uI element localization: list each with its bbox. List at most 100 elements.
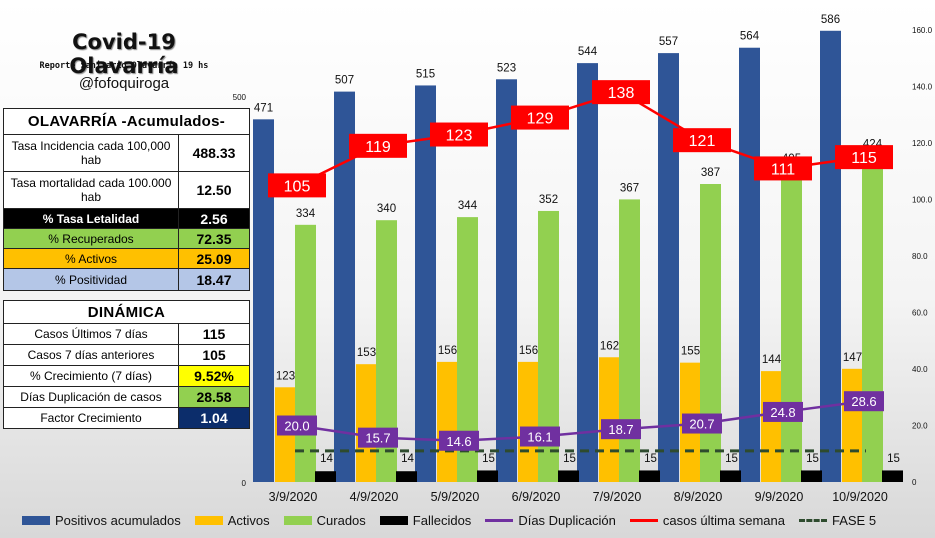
stat-label: % Positividad [3,268,179,291]
dyn-value: 1.04 [178,407,250,429]
right-axis-tick: 40.0 [912,365,928,374]
bar-value-label: 471 [254,102,273,114]
page-title: Covid-19 Olavarría [69,30,179,78]
right-axis-tick: 80.0 [912,252,928,261]
activos-bar [761,371,782,482]
positivos-bar [415,85,436,482]
legend-label: FASE 5 [831,512,877,528]
bar-value-label: 156 [519,345,538,357]
bar-value-label: 515 [416,68,435,80]
legend-swatch [379,515,408,525]
semana-label: 123 [446,128,473,145]
fallecidos-bar [801,470,822,482]
duplicacion-point [763,401,803,422]
legend-line [485,518,514,522]
stat-value: 18.47 [178,268,250,291]
stat-label: Tasa mortalidad cada 100.000 hab [3,171,179,209]
activos-bar [518,361,539,482]
stat-row-mortality: Tasa mortalidad cada 100.000 hab 12.50 [3,171,250,209]
x-tick-label: 3/9/2020 [269,490,318,504]
x-tick-label: 10/9/2020 [832,490,888,504]
stat-row-recovered: % Recuperados 72.35 [3,228,250,249]
dyn-value: 105 [178,344,250,366]
bar-value-label: 586 [821,14,840,26]
legend-label: Curados [316,512,366,528]
bar-value-label: 15 [725,453,738,465]
semana-point [754,156,812,181]
bar-value-label: 340 [377,203,396,215]
bar-value-label: 14 [401,453,414,465]
positivos-bar [658,53,679,483]
legend-label: casos última semana [662,512,785,528]
fallecidos-bar [477,470,498,482]
semana-point [349,133,407,158]
legend-label: Fallecidos [412,512,472,528]
legend-swatch [22,515,50,525]
duplicacion-label: 28.6 [851,394,876,409]
fallecidos-bar [558,470,579,482]
duplicacion-label: 15.7 [365,431,390,446]
accumulated-table: OLAVARRÍA -Acumulados- Tasa Incidencia c… [3,108,250,291]
legend-dash [798,518,827,522]
duplicacion-label: 20.7 [689,417,714,432]
x-tick-label: 4/9/2020 [350,490,399,504]
curados-bar [619,199,640,482]
bar-value-label: 507 [335,75,354,87]
semana-point [673,128,731,153]
bar-value-label: 344 [458,200,478,212]
legend-item-curados: Curados [283,512,366,528]
left-axis-tick: 500 [233,93,247,102]
fallecidos-bar [315,471,336,482]
bar-value-label: 557 [659,36,678,48]
bar-value-label: 155 [681,346,700,358]
duplicacion-label: 20.0 [284,419,309,434]
page-subtitle: Reporte Sanitario Olavarría 19 hs [39,61,209,71]
stat-row-active: % Activos 25.09 [3,248,250,269]
stat-value: 72.35 [178,228,250,249]
right-axis-tick: 120.0 [912,139,933,148]
left-axis-tick: 0 [242,479,247,488]
bar-value-label: 15 [563,453,576,465]
legend-swatch [283,515,312,525]
curados-bar [295,224,316,482]
right-axis-tick: 160.0 [912,26,933,35]
semana-point [835,145,893,170]
stat-value: 488.33 [178,134,250,172]
fallecidos-bar [639,470,660,482]
positivos-bar [739,47,760,482]
bar-value-label: 367 [620,182,639,194]
duplicacion-point [277,415,317,436]
activos-bar [356,364,377,482]
bar-value-label: 156 [438,345,457,357]
duplicacion-point [601,419,641,440]
chart-legend: Positivos acumulados Activos Curados Fal… [22,510,890,530]
stat-value: 25.09 [178,248,250,269]
semana-point [511,105,569,130]
curados-bar [376,220,397,482]
dynamics-table: DINÁMICA Casos Últimos 7 días 115 Casos 7… [3,300,250,429]
stat-value: 2.56 [178,208,250,229]
semana-point [592,80,650,105]
x-tick-label: 9/9/2020 [755,490,804,504]
dyn-row-factor: Factor Crecimiento 1.04 [3,407,250,429]
fallecidos-bar [720,470,741,482]
positivos-bar [820,30,841,483]
semana-label: 129 [527,111,554,128]
bar-value-label: 387 [701,167,720,179]
semana-point [268,173,326,198]
positivos-bar [253,119,274,482]
legend-line [629,518,658,522]
bar-value-label: 334 [296,208,316,220]
duplicacion-label: 14.6 [446,434,471,449]
bar-value-label: 123 [276,370,295,382]
duplicacion-point [439,430,479,451]
semana-label: 105 [284,178,311,195]
positivos-bar [577,63,598,483]
semana-label: 138 [608,85,635,102]
curados-bar [862,155,883,482]
positivos-bar [334,91,355,483]
semana-label: 121 [689,133,716,150]
duplicacion-label: 24.8 [770,405,795,420]
stat-row-positivity: % Positividad 18.47 [3,268,250,291]
